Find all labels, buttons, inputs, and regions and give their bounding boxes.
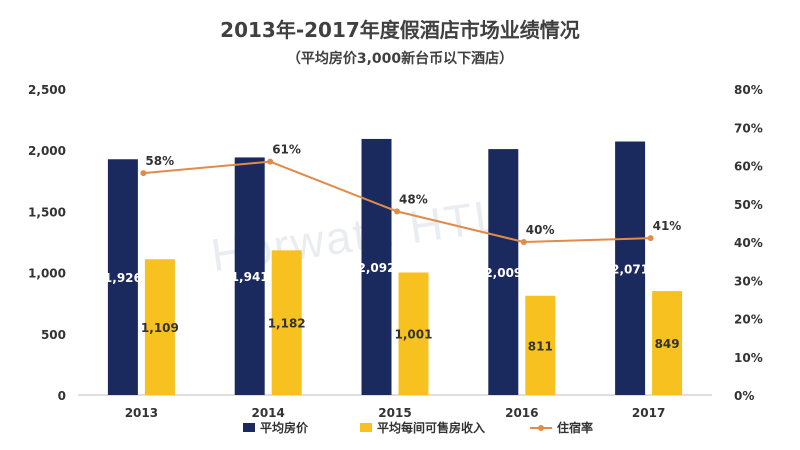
chart-title: 2013年-2017年度假酒店市场业绩情况: [220, 18, 580, 42]
y-right-tick-label: 80%: [734, 83, 763, 97]
occupancy-label: 61%: [272, 143, 301, 157]
legend-swatch-avg-room-rate: [243, 423, 255, 432]
bar-revpar-label: 1,109: [141, 321, 179, 335]
x-tick-label: 2016: [505, 406, 538, 420]
bar-avg-room-rate: [488, 149, 519, 395]
bar-avg-room-rate: [615, 141, 646, 395]
occupancy-label: 40%: [526, 223, 555, 237]
occupancy-label: 58%: [145, 154, 174, 168]
occupancy-line: [143, 160, 651, 244]
x-tick-label: 2014: [251, 406, 284, 420]
chart-subtitle: （平均房价3,000新台币以下酒店）: [286, 51, 514, 67]
bar-revpar: [398, 272, 429, 395]
y-right-tick-label: 70%: [734, 121, 763, 135]
occupancy-label: 48%: [399, 192, 428, 206]
y-left-tick-label: 1,000: [28, 267, 66, 281]
bar-avg-room-rate-label: 2,092: [358, 261, 396, 275]
y-right-tick-label: 30%: [734, 274, 763, 288]
bar-revpar-label: 849: [655, 337, 680, 351]
occupancy-point: [520, 239, 527, 245]
bar-revpar-label: 1,001: [395, 328, 433, 342]
bar-revpar: [525, 295, 556, 395]
bar-avg-room-rate-label: 2,071: [611, 262, 649, 276]
x-tick-label: 2013: [125, 406, 158, 420]
bar-revpar: [652, 291, 683, 395]
bar-revpar-label: 1,182: [268, 317, 306, 331]
x-tick-label: 2017: [632, 406, 665, 420]
bar-revpar-label: 811: [528, 339, 553, 353]
occupancy-point: [647, 235, 654, 242]
bar-revpar: [144, 259, 175, 395]
legend-label-revpar: 平均每间可售房收入: [377, 420, 485, 435]
y-right-tick-label: 0%: [734, 389, 754, 403]
legend-label-avg-room-rate: 平均房价: [260, 420, 309, 435]
y-left-tick-label: 2,500: [28, 83, 66, 97]
bar-avg-room-rate: [107, 159, 138, 395]
y-left-tick-label: 0: [58, 389, 66, 403]
x-tick-label: 2015: [378, 406, 411, 420]
y-right-tick-label: 50%: [734, 198, 763, 212]
occupancy-point: [267, 158, 274, 165]
bar-revpar: [271, 250, 302, 395]
bar-avg-room-rate-label: 1,941: [231, 270, 269, 284]
legend-marker-occupancy: [538, 425, 544, 431]
bar-avg-room-rate: [234, 157, 265, 395]
y-right-tick-label: 10%: [734, 351, 763, 365]
y-right-tick-label: 20%: [734, 313, 763, 327]
occupancy-label: 41%: [653, 219, 682, 233]
bar-avg-room-rate: [361, 138, 392, 395]
y-left-tick-label: 1,500: [28, 205, 66, 219]
legend-label-occupancy: 住宿率: [557, 420, 593, 435]
occupancy-point: [394, 208, 400, 215]
y-left-tick-label: 2,000: [28, 144, 66, 158]
bar-avg-room-rate-label: 1,926: [104, 271, 142, 285]
bar-avg-room-rate-label: 2,009: [484, 266, 522, 280]
y-left-tick-label: 500: [41, 328, 66, 342]
y-right-tick-label: 40%: [734, 236, 763, 250]
occupancy-point: [140, 170, 147, 177]
y-right-tick-label: 60%: [734, 160, 763, 174]
legend-swatch-revpar: [360, 423, 372, 432]
